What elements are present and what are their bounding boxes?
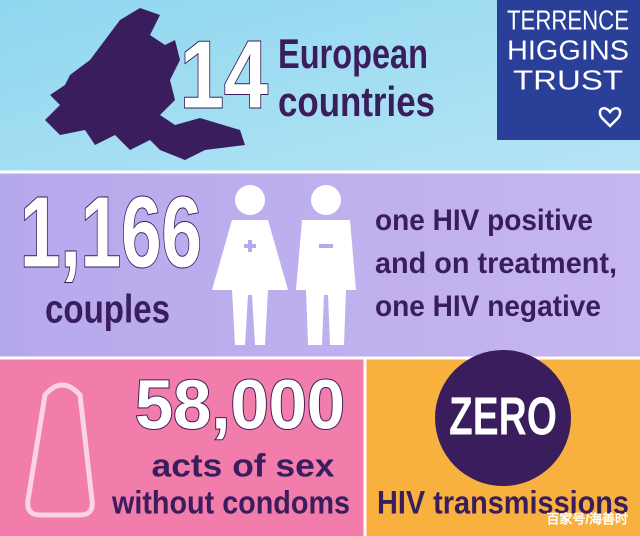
condom-icon (25, 382, 95, 518)
logo-text: TRUST (513, 64, 623, 95)
watermark: 百家号/海善时 (546, 511, 628, 526)
female-figure (212, 185, 288, 345)
couples-label: couples (45, 288, 170, 332)
transmissions-number: ZERO (449, 386, 557, 446)
logo-text: HIGGINS (507, 34, 629, 65)
acts-label: acts of sex (152, 447, 335, 483)
transmissions-label: HIV transmissions (377, 484, 629, 520)
male-figure (296, 185, 356, 345)
couples-description: one HIV positive (375, 204, 593, 237)
acts-label: without condoms (111, 484, 350, 520)
logo-text: TERRENCE (507, 4, 629, 35)
pink-panel (0, 358, 365, 536)
plus-sign (244, 240, 256, 252)
countries-label: countries (278, 78, 435, 125)
countries-number: 14 (180, 21, 268, 128)
zero-circle (435, 350, 571, 486)
countries-label: European (278, 30, 428, 77)
europe-map (45, 8, 245, 160)
logo-box (497, 0, 640, 140)
couples-number: 1,166 (20, 176, 202, 288)
couples-description: and on treatment, (375, 247, 617, 280)
couples-description: one HIV negative (375, 290, 601, 323)
logo-heart (598, 107, 622, 128)
acts-number: 58,000 (135, 365, 345, 443)
